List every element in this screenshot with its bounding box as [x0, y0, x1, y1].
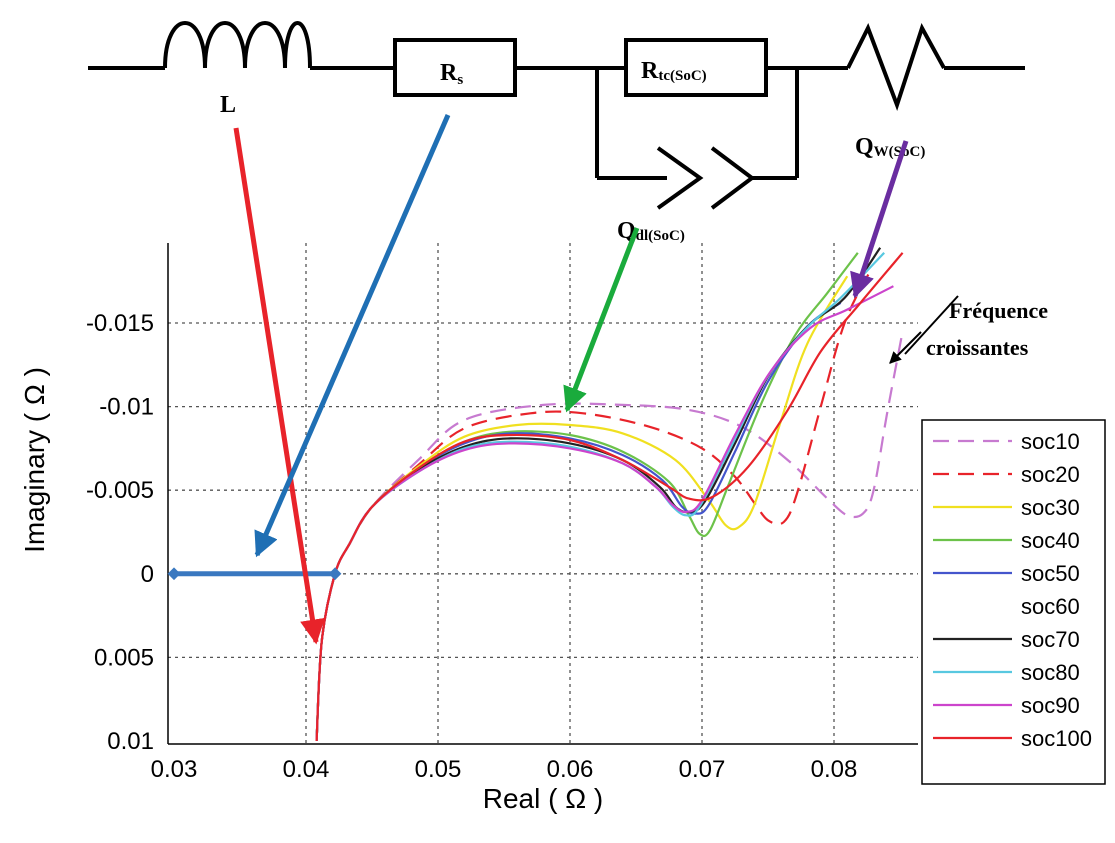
y-axis-label: Imaginary ( Ω ) [19, 367, 50, 553]
arrow-inductor [233, 127, 325, 645]
arrow-qdl [563, 227, 640, 413]
legend-label-soc60: soc60 [1021, 594, 1080, 619]
x-tick-label: 0.04 [283, 756, 330, 783]
y-tick-label: -0.01 [99, 394, 154, 421]
y-tick-label: -0.005 [86, 477, 154, 504]
freq-arrow-lower [889, 331, 922, 364]
inductor-symbol [163, 21, 312, 69]
plot-grid [168, 243, 918, 744]
label-rs: Rs [440, 60, 463, 88]
series-line-soc30 [315, 275, 849, 742]
x-tick-label: 0.08 [811, 756, 858, 783]
series-line-soc40 [315, 252, 859, 742]
y-tick-label: -0.015 [86, 310, 154, 337]
x-tick-label: 0.06 [547, 756, 594, 783]
series-line-soc90 [315, 285, 894, 742]
y-tick-label: 0.01 [107, 728, 154, 755]
label-qdl: Qdl(SoC) [617, 218, 685, 244]
label-rtc: Rtc(SoC) [641, 58, 707, 84]
series-line-soc100 [315, 252, 904, 742]
legend-label-soc90: soc90 [1021, 693, 1080, 718]
legend-label-soc30: soc30 [1021, 495, 1080, 520]
series-line-soc50 [315, 301, 842, 742]
equivalent-circuit [88, 21, 1025, 210]
label-inductor: L [220, 92, 236, 118]
arrow-qw [850, 140, 909, 299]
x-tick-label: 0.07 [679, 756, 726, 783]
warburg-qw-symbol [846, 22, 946, 112]
x-tick-label: 0.03 [151, 756, 198, 783]
x-tick-label: 0.05 [415, 756, 462, 783]
freq-arrow-upper [904, 295, 959, 355]
series-line-soc20 [315, 269, 872, 742]
legend-label-soc100: soc100 [1021, 726, 1092, 751]
legend-label-soc50: soc50 [1021, 561, 1080, 586]
x-axis-label: Real ( Ω ) [483, 783, 604, 814]
legend-label-soc70: soc70 [1021, 627, 1080, 652]
series-line-soc10 [315, 331, 904, 742]
rs-segment-end-marker [328, 567, 342, 581]
y-tick-label: 0 [141, 561, 154, 588]
resistor-rs-box [393, 38, 517, 97]
cpe-qdl-symbol-b [710, 146, 756, 210]
arrow-rs [254, 114, 451, 558]
legend: soc10 soc20 soc30 soc40 soc50 soc60 soc70 soc80… [921, 419, 1106, 785]
cpe-qdl-symbol-a [656, 146, 704, 210]
rs-segment-start-marker [167, 567, 181, 581]
legend-label-soc10: soc10 [1021, 429, 1080, 454]
freq-annotation-line1: Fréquence [949, 298, 1048, 323]
label-qw: QW(SoC) [855, 134, 925, 160]
axis-ticks: 0.03 0.04 0.05 0.06 0.07 0.08 -0.015 -0.01 -0.00… [86, 310, 857, 783]
freq-annotation-line2: croissantes [926, 335, 1029, 360]
legend-label-soc20: soc20 [1021, 462, 1080, 487]
legend-label-soc40: soc40 [1021, 528, 1080, 553]
legend-label-soc80: soc80 [1021, 660, 1080, 685]
series-layer [315, 247, 904, 742]
y-tick-label: 0.005 [94, 644, 154, 671]
legend-box [921, 419, 1106, 785]
